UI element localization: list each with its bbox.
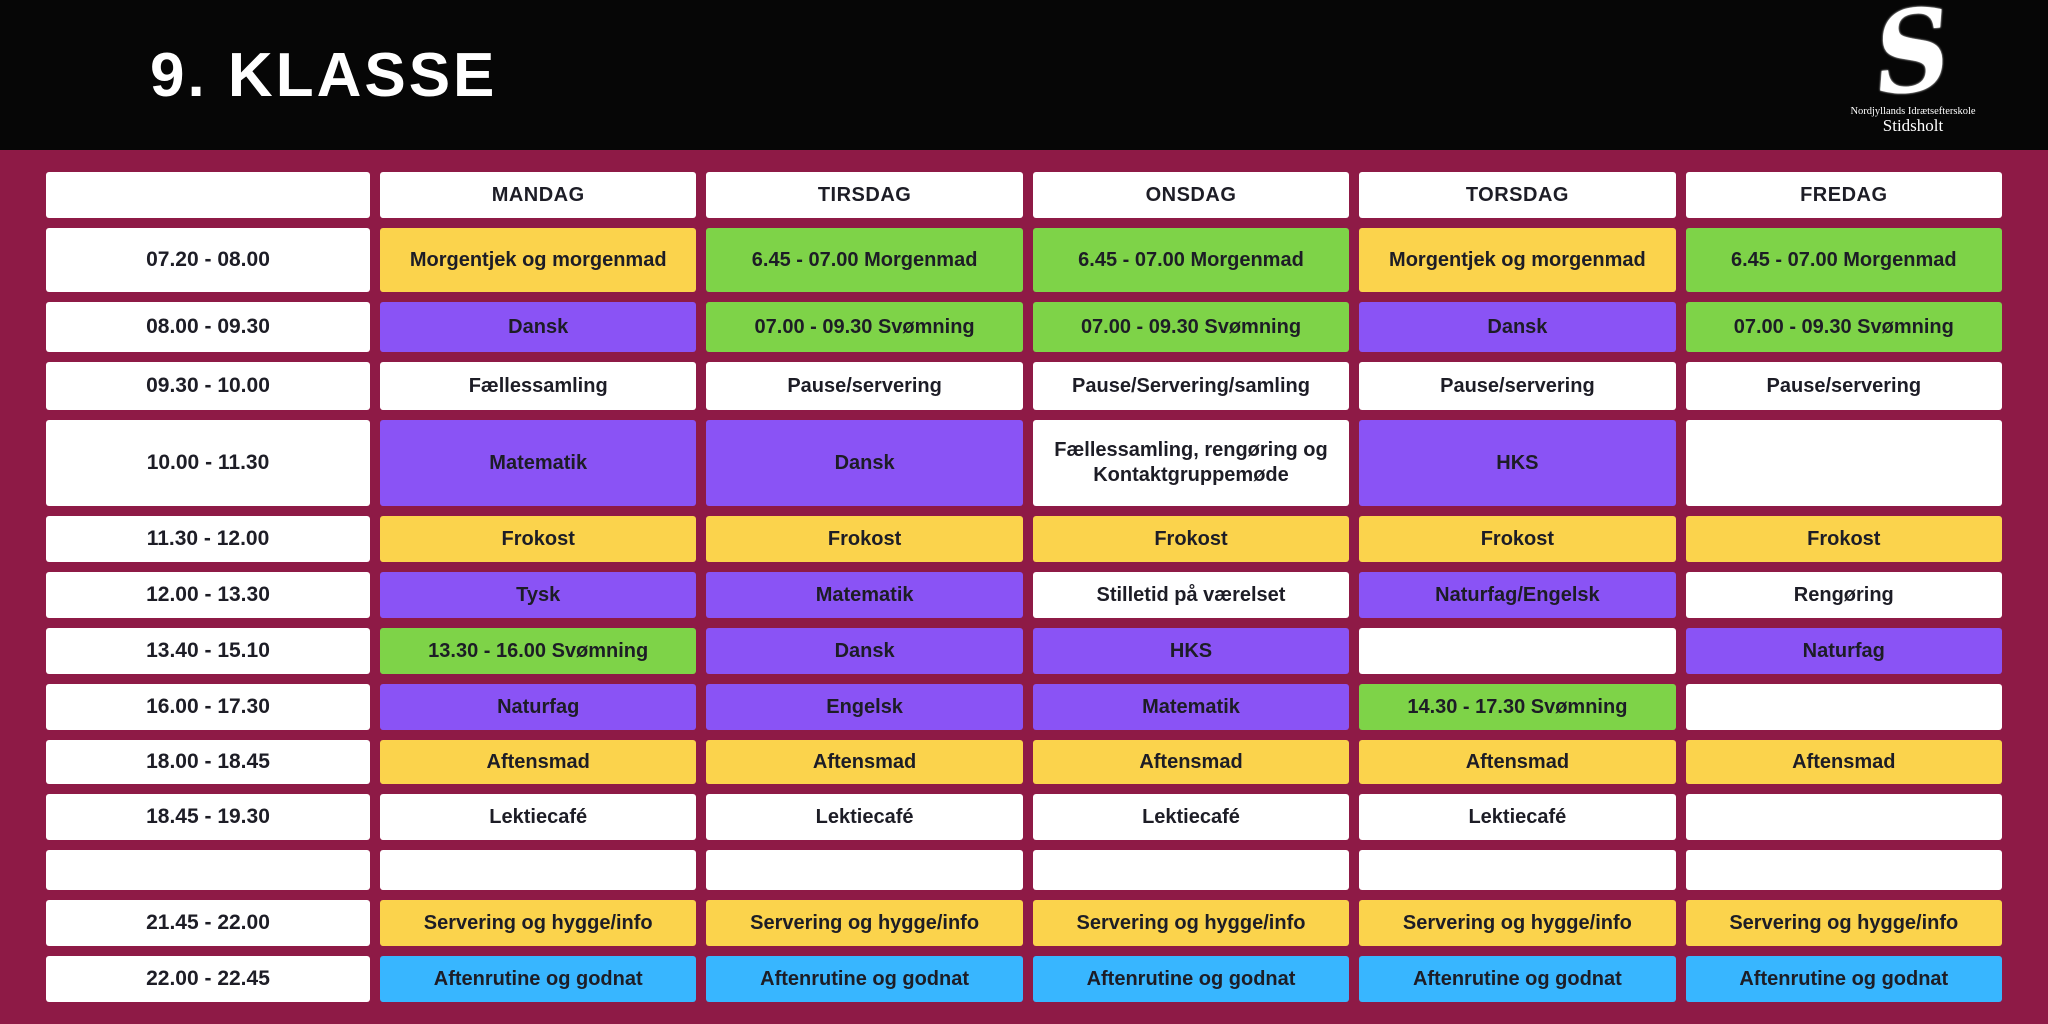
time-label: 09.30 - 10.00 bbox=[46, 362, 370, 410]
timetable-cell: Aftensmad bbox=[706, 740, 1023, 784]
timetable-cell: Engelsk bbox=[706, 684, 1023, 730]
timetable-cell bbox=[706, 850, 1023, 890]
day-header-onsdag: ONSDAG bbox=[1032, 172, 1350, 218]
timetable-cell: Dansk bbox=[1359, 302, 1676, 352]
timetable-cell: Rengøring bbox=[1685, 572, 2002, 618]
time-label: 21.45 - 22.00 bbox=[46, 900, 370, 946]
timetable-cell bbox=[380, 850, 697, 890]
time-label: 18.00 - 18.45 bbox=[46, 740, 370, 784]
timetable-cell: Dansk bbox=[706, 420, 1023, 506]
timetable-cell bbox=[1685, 420, 2002, 506]
timetable-cell: 6.45 - 07.00 Morgenmad bbox=[1032, 228, 1350, 292]
time-label: 10.00 - 11.30 bbox=[46, 420, 370, 506]
timetable-cell: HKS bbox=[1032, 628, 1350, 674]
timetable-cell: Aftensmad bbox=[1685, 740, 2002, 784]
time-label: 07.20 - 08.00 bbox=[46, 228, 370, 292]
time-label: 08.00 - 09.30 bbox=[46, 302, 370, 352]
timetable-cell: Matematik bbox=[380, 420, 697, 506]
timetable-cell: Frokost bbox=[1032, 516, 1350, 562]
timetable-cell: Stilletid på værelset bbox=[1032, 572, 1350, 618]
timetable-cell: Servering og hygge/info bbox=[1032, 900, 1350, 946]
timetable-cell: Aftenrutine og godnat bbox=[1032, 956, 1350, 1002]
timetable-cell: Pause/servering bbox=[1685, 362, 2002, 410]
time-label: 11.30 - 12.00 bbox=[46, 516, 370, 562]
timetable-cell bbox=[1032, 850, 1350, 890]
timetable-cell: Frokost bbox=[1685, 516, 2002, 562]
school-logo-subname: Stidsholt bbox=[1882, 116, 1944, 135]
timetable-cell: 07.00 - 09.30 Svømning bbox=[1685, 302, 2002, 352]
timetable-cell: Pause/Servering/samling bbox=[1032, 362, 1350, 410]
timetable-cell: Lektiecafé bbox=[1032, 794, 1350, 840]
timetable-cell: Aftenrutine og godnat bbox=[380, 956, 697, 1002]
timetable-cell: Lektiecafé bbox=[706, 794, 1023, 840]
time-label: 13.40 - 15.10 bbox=[46, 628, 370, 674]
school-logo-s-icon: S bbox=[1868, 0, 1958, 122]
timetable-cell: Frokost bbox=[1359, 516, 1676, 562]
school-logo-name: Nordjyllands Idrætsefterskole bbox=[1850, 106, 1976, 117]
day-header-mandag: MANDAG bbox=[380, 172, 697, 218]
timetable-cell: Dansk bbox=[706, 628, 1023, 674]
timetable-cell: Servering og hygge/info bbox=[380, 900, 697, 946]
timetable-cell: Frokost bbox=[706, 516, 1023, 562]
timetable: MANDAG TIRSDAG ONSDAG TORSDAG FREDAG 07.20 - … bbox=[46, 172, 2002, 1002]
time-label: 12.00 - 13.30 bbox=[46, 572, 370, 618]
day-header-torsdag: TORSDAG bbox=[1359, 172, 1676, 218]
timetable-cell: Aftenrutine og godnat bbox=[1359, 956, 1676, 1002]
school-logo: S Nordjyllands Idrætsefterskole Stidshol… bbox=[1808, 0, 2018, 146]
timetable-cell: Aftenrutine og godnat bbox=[1685, 956, 2002, 1002]
timetable-cell: Pause/servering bbox=[1359, 362, 1676, 410]
time-label: 16.00 - 17.30 bbox=[46, 684, 370, 730]
page-title: 9. KLASSE bbox=[150, 40, 498, 110]
timetable-cell bbox=[1685, 684, 2002, 730]
timetable-cell: 07.00 - 09.30 Svømning bbox=[706, 302, 1023, 352]
timetable-cell: 6.45 - 07.00 Morgenmad bbox=[706, 228, 1023, 292]
timetable-cell: Servering og hygge/info bbox=[706, 900, 1023, 946]
day-header-fredag: FREDAG bbox=[1685, 172, 2002, 218]
timetable-cell: 6.45 - 07.00 Morgenmad bbox=[1685, 228, 2002, 292]
timetable-cell: Naturfag/Engelsk bbox=[1359, 572, 1676, 618]
timetable-cell: Aftensmad bbox=[380, 740, 697, 784]
day-header-tirsdag: TIRSDAG bbox=[706, 172, 1023, 218]
timetable-cell: Pause/servering bbox=[706, 362, 1023, 410]
timetable-cell: Tysk bbox=[380, 572, 697, 618]
timetable-cell: Servering og hygge/info bbox=[1685, 900, 2002, 946]
timetable-cell: Frokost bbox=[380, 516, 697, 562]
top-banner: 9. KLASSE S Nordjyllands Idrætsefterskol… bbox=[0, 0, 2048, 150]
timetable-cell: Morgentjek og morgenmad bbox=[1359, 228, 1676, 292]
timetable-cell: Aftensmad bbox=[1359, 740, 1676, 784]
timetable-cell: Naturfag bbox=[380, 684, 697, 730]
timetable-cell: Naturfag bbox=[1685, 628, 2002, 674]
timetable-cell bbox=[1685, 850, 2002, 890]
timetable-cell bbox=[1359, 628, 1676, 674]
timetable-cell: Fællessamling bbox=[380, 362, 697, 410]
timetable-cell: Aftensmad bbox=[1032, 740, 1350, 784]
time-label bbox=[46, 850, 370, 890]
timetable-cell: 07.00 - 09.30 Svømning bbox=[1032, 302, 1350, 352]
timetable-cell: Lektiecafé bbox=[1359, 794, 1676, 840]
timetable-cell bbox=[1685, 794, 2002, 840]
timetable-cell: Matematik bbox=[1032, 684, 1350, 730]
timetable-cell: Lektiecafé bbox=[380, 794, 697, 840]
timetable-cell: HKS bbox=[1359, 420, 1676, 506]
timetable-cell: Servering og hygge/info bbox=[1359, 900, 1676, 946]
timetable-cell: Dansk bbox=[380, 302, 697, 352]
timetable-cell: Morgentjek og morgenmad bbox=[380, 228, 697, 292]
timetable-cell: Fællessamling, rengøring og Kontaktgrupp… bbox=[1032, 420, 1350, 506]
time-label: 22.00 - 22.45 bbox=[46, 956, 370, 1002]
timetable-cell: Aftenrutine og godnat bbox=[706, 956, 1023, 1002]
timetable-cell: Matematik bbox=[706, 572, 1023, 618]
timetable-cell: 14.30 - 17.30 Svømning bbox=[1359, 684, 1676, 730]
timetable-corner-cell bbox=[46, 172, 370, 218]
timetable-cell: 13.30 - 16.00 Svømning bbox=[380, 628, 697, 674]
time-label: 18.45 - 19.30 bbox=[46, 794, 370, 840]
timetable-cell bbox=[1359, 850, 1676, 890]
